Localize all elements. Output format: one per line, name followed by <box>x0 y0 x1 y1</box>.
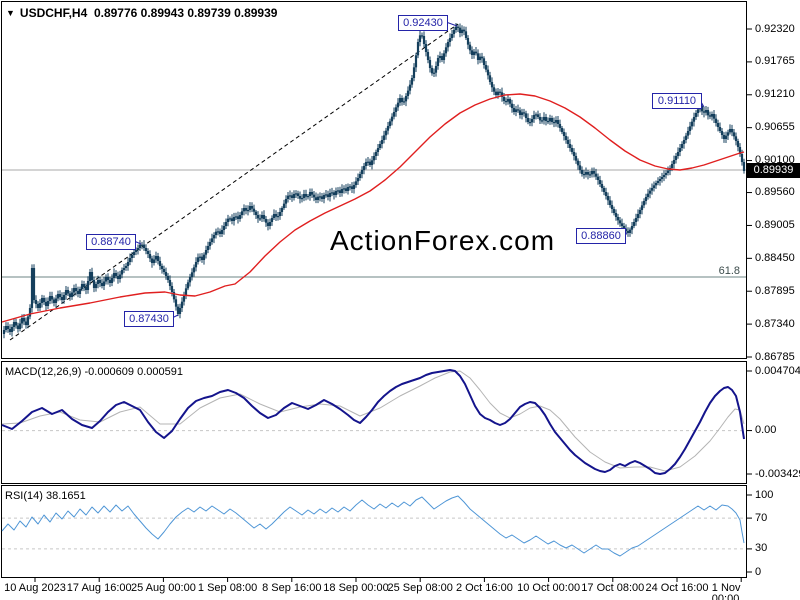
date-tick-25-Sep-08-00: 25 Sep 08:00 <box>387 582 453 594</box>
date-tick-10-Oct-00-00: 10 Oct 00:00 <box>517 582 581 594</box>
date-tick-17-Aug-16-00: 17 Aug 16:00 <box>66 582 132 594</box>
macd-tick-0.00: 0.00 <box>755 424 777 437</box>
date-tick-8-Sep-16-00: 8 Sep 16:00 <box>262 582 322 594</box>
rsi-value: 38.1651 <box>45 490 86 502</box>
date-tick-1-Sep-08-00: 1 Sep 08:00 <box>197 582 258 594</box>
watermark: ActionForex.com <box>330 225 556 256</box>
date-tick-24-Oct-16-00: 24 Oct 16:00 <box>645 582 709 594</box>
rsi-tick-30: 30 <box>755 542 768 555</box>
price-tick-0.91765: 0.91765 <box>755 55 795 68</box>
rsi-tick-70: 70 <box>755 511 768 524</box>
price-tick-0.89560: 0.89560 <box>755 186 795 199</box>
fib-level-label: 61.8 <box>718 265 740 277</box>
ohlc-values: 0.89776 0.89943 0.89739 0.89939 <box>93 6 278 20</box>
price-tick-0.92320: 0.92320 <box>755 22 795 35</box>
date-tick-10-Aug-2023: 10 Aug 2023 <box>4 582 66 594</box>
date-tick-18-Sep-00-00: 18 Sep 00:00 <box>323 582 389 594</box>
price-marker-0.92430: 0.92430 <box>398 15 448 31</box>
date-tick-1-Nov-00-00: 1 Nov 00:00 <box>711 582 741 600</box>
symbol-timeframe-label: USDCHF,H4 <box>19 6 88 20</box>
date-tick-2-Oct-16-00: 2 Oct 16:00 <box>455 582 513 594</box>
price-tick-0.90100: 0.90100 <box>755 154 795 167</box>
price-tick-0.87895: 0.87895 <box>755 284 795 297</box>
price-tick-0.87340: 0.87340 <box>755 317 795 330</box>
price-marker-0.88860: 0.88860 <box>576 228 626 244</box>
macd-indicator-label: MACD(12,26,9) -0.000609 0.000591 <box>5 366 183 378</box>
price-tick-0.88450: 0.88450 <box>755 251 795 264</box>
rsi-indicator-label: RSI(14) 38.1651 <box>5 490 86 502</box>
ohlc-triangle-icon: ▼ <box>6 8 15 18</box>
price-tick-0.90655: 0.90655 <box>755 121 795 134</box>
current-price-tag: 0.89939 <box>747 163 800 178</box>
price-tick-0.91210: 0.91210 <box>755 88 795 101</box>
macd-tick--0.003429: -0.003429 <box>755 467 800 480</box>
chart-title: ▼ USDCHF,H4 0.89776 0.89943 0.89739 0.899… <box>6 6 277 20</box>
rsi-tick-0: 0 <box>755 565 762 578</box>
price-marker-0.91110: 0.91110 <box>652 93 702 109</box>
price-marker-0.88740: 0.88740 <box>86 234 136 250</box>
price-tick-0.86785: 0.86785 <box>755 350 795 363</box>
date-tick-25-Aug-00-00: 25 Aug 00:00 <box>130 582 196 594</box>
macd-tick-0.004704: 0.004704 <box>755 364 800 377</box>
rsi-name: RSI(14) <box>5 490 43 502</box>
macd-values: -0.000609 0.000591 <box>84 366 183 378</box>
price-marker-0.87430: 0.87430 <box>124 311 174 327</box>
date-tick-17-Oct-08-00: 17 Oct 08:00 <box>581 582 645 594</box>
rsi-tick-100: 100 <box>755 488 774 501</box>
price-tick-0.89005: 0.89005 <box>755 218 795 231</box>
macd-name: MACD(12,26,9) <box>5 366 82 378</box>
